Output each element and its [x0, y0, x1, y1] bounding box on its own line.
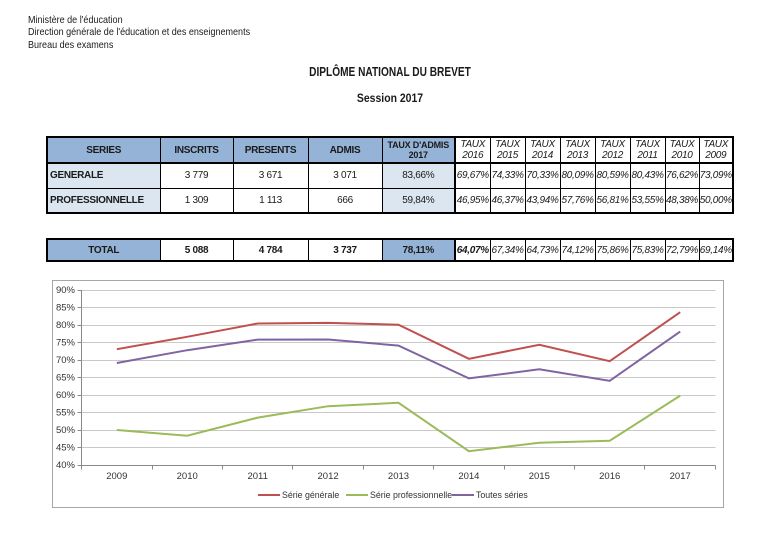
- svg-text:2011: 2011: [247, 471, 267, 482]
- svg-text:90%: 90%: [56, 285, 76, 296]
- svg-text:40%: 40%: [56, 460, 76, 471]
- svg-text:2017: 2017: [670, 471, 691, 482]
- svg-text:85%: 85%: [56, 303, 76, 314]
- svg-text:2016: 2016: [599, 471, 620, 482]
- svg-text:65%: 65%: [56, 373, 76, 384]
- svg-text:60%: 60%: [56, 390, 76, 401]
- svg-text:Série générale: Série générale: [282, 490, 339, 500]
- svg-text:Toutes séries: Toutes séries: [476, 490, 528, 500]
- svg-text:2013: 2013: [388, 471, 409, 482]
- svg-text:75%: 75%: [56, 338, 76, 349]
- svg-text:2014: 2014: [458, 471, 479, 482]
- svg-text:2015: 2015: [529, 471, 550, 482]
- svg-text:55%: 55%: [56, 408, 76, 419]
- svg-text:2009: 2009: [106, 471, 127, 482]
- svg-text:45%: 45%: [56, 443, 76, 454]
- svg-text:50%: 50%: [56, 425, 76, 436]
- svg-text:70%: 70%: [56, 355, 76, 366]
- svg-text:Série professionnelle: Série professionnelle: [370, 490, 452, 500]
- svg-text:2010: 2010: [177, 471, 198, 482]
- svg-text:2012: 2012: [318, 471, 339, 482]
- svg-text:80%: 80%: [56, 320, 76, 331]
